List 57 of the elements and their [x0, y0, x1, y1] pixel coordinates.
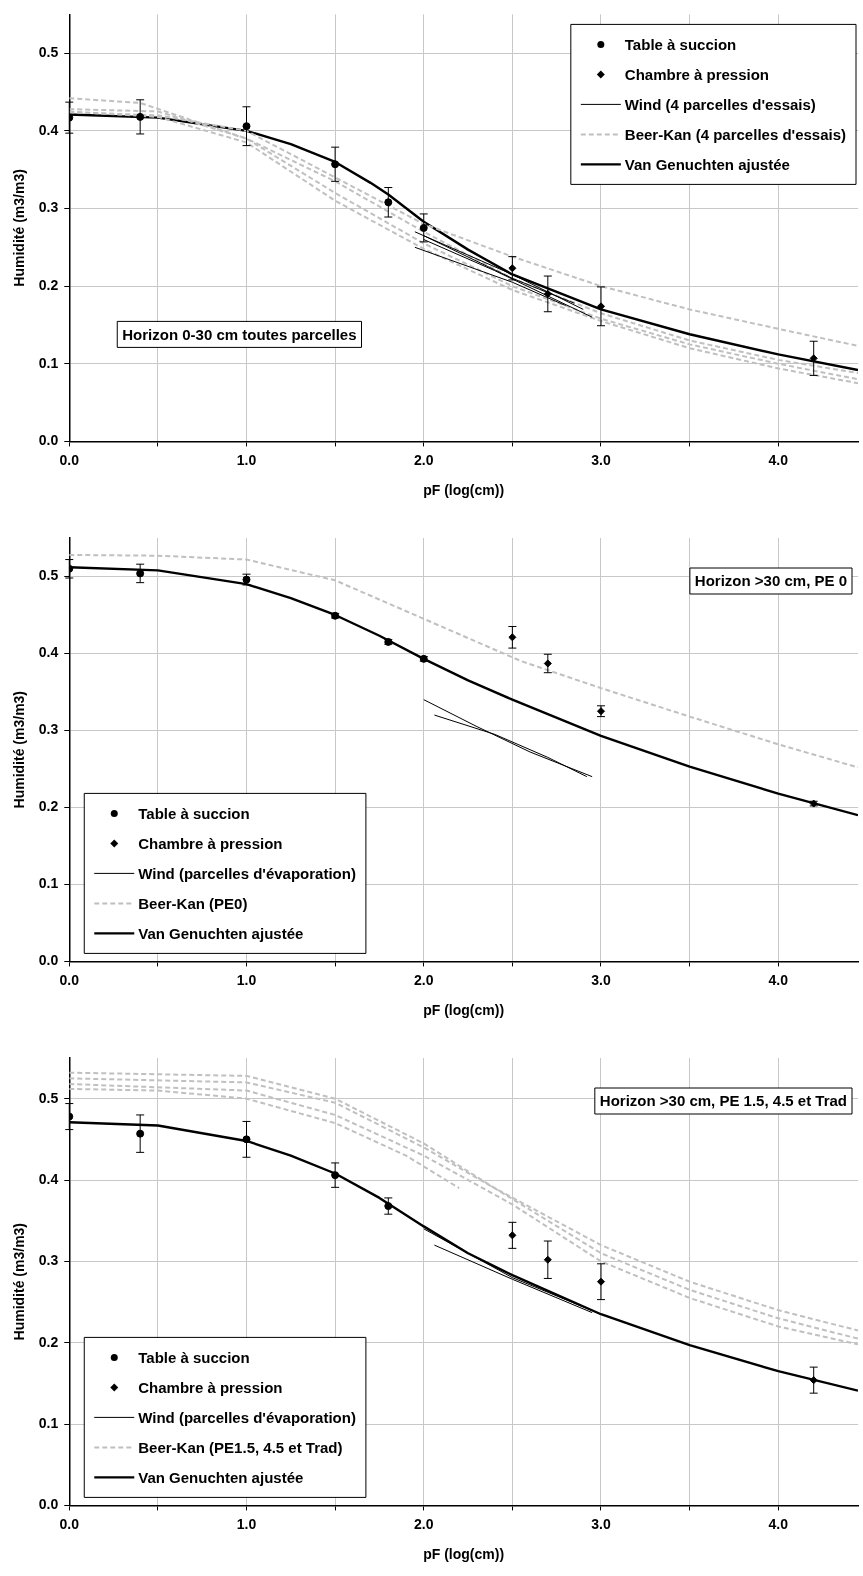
x-tick-label: 1.0: [236, 451, 257, 468]
y-tick-label: 0.0: [38, 952, 59, 969]
legend-label: Chambre à pression: [138, 1378, 283, 1396]
y-tick-label: 0.4: [38, 121, 59, 138]
y-tick-label: 0.1: [38, 354, 59, 371]
x-axis-title: pF (log(cm)): [423, 1002, 505, 1019]
y-tick-label: 0.3: [38, 721, 59, 738]
legend-label: Chambre à pression: [624, 65, 770, 83]
legend-label: Van Genuchten ajustée: [624, 155, 790, 173]
legend-label: Wind (4 parcelles d'essais): [624, 95, 816, 113]
x-tick-label: 2.0: [414, 1515, 434, 1532]
annotation: Horizon 0-30 cm toutes parcelles: [122, 325, 357, 343]
y-tick-label: 0.4: [38, 644, 59, 661]
y-axis-title: Humidité (m3/m3): [11, 169, 28, 287]
y-tick-label: 0.2: [38, 276, 59, 293]
y-tick-label: 0.0: [38, 432, 59, 449]
x-axis-title: pF (log(cm)): [423, 1546, 505, 1563]
y-tick-label: 0.2: [38, 798, 59, 815]
x-tick-label: 0.0: [59, 451, 80, 468]
x-tick-label: 2.0: [414, 971, 434, 988]
x-tick-label: 4.0: [768, 971, 789, 988]
y-tick-label: 0.5: [38, 44, 59, 61]
y-tick-label: 0.3: [38, 199, 59, 216]
legend-label: Van Genuchten ajustée: [138, 924, 304, 942]
y-axis-title: Humidité (m3/m3): [11, 690, 28, 809]
y-tick-label: 0.3: [38, 1252, 59, 1269]
legend-label: Wind (parcelles d'évaporation): [138, 1408, 356, 1426]
x-tick-label: 3.0: [591, 451, 611, 468]
x-tick-label: 3.0: [591, 1515, 611, 1532]
legend-label: Beer-Kan (4 parcelles d'essais): [624, 125, 847, 143]
legend-label: Van Genuchten ajustée: [138, 1468, 304, 1486]
x-tick-label: 1.0: [236, 1515, 257, 1532]
y-axis-title: Humidité (m3/m3): [11, 1222, 28, 1341]
legend-label: Beer-Kan (PE0): [138, 894, 248, 912]
x-axis-title: pF (log(cm)): [423, 482, 505, 499]
annotation: Horizon >30 cm, PE 0: [694, 572, 847, 590]
legend-label: Chambre à pression: [138, 834, 283, 852]
x-tick-label: 1.0: [236, 971, 257, 988]
y-tick-label: 0.4: [38, 1170, 59, 1187]
y-tick-label: 0.5: [38, 567, 59, 584]
legend-label: Beer-Kan (PE1.5, 4.5 et Trad): [138, 1438, 343, 1456]
legend-label: Wind (parcelles d'évaporation): [138, 864, 356, 882]
annotation: Horizon >30 cm, PE 1.5, 4.5 et Trad: [599, 1092, 847, 1110]
x-tick-label: 0.0: [59, 971, 80, 988]
legend-label: Table à succion: [138, 1348, 250, 1366]
y-tick-label: 0.5: [38, 1089, 59, 1106]
x-tick-label: 4.0: [768, 451, 789, 468]
y-tick-label: 0.1: [38, 1414, 59, 1431]
x-tick-label: 0.0: [59, 1515, 80, 1532]
legend-label: Table à succion: [624, 35, 737, 53]
y-tick-label: 0.2: [38, 1333, 59, 1350]
x-tick-label: 2.0: [414, 451, 434, 468]
legend-label: Table à succion: [138, 804, 250, 822]
y-tick-label: 0.0: [38, 1496, 59, 1513]
x-tick-label: 4.0: [768, 1515, 789, 1532]
y-tick-label: 0.1: [38, 875, 59, 892]
x-tick-label: 3.0: [591, 971, 611, 988]
